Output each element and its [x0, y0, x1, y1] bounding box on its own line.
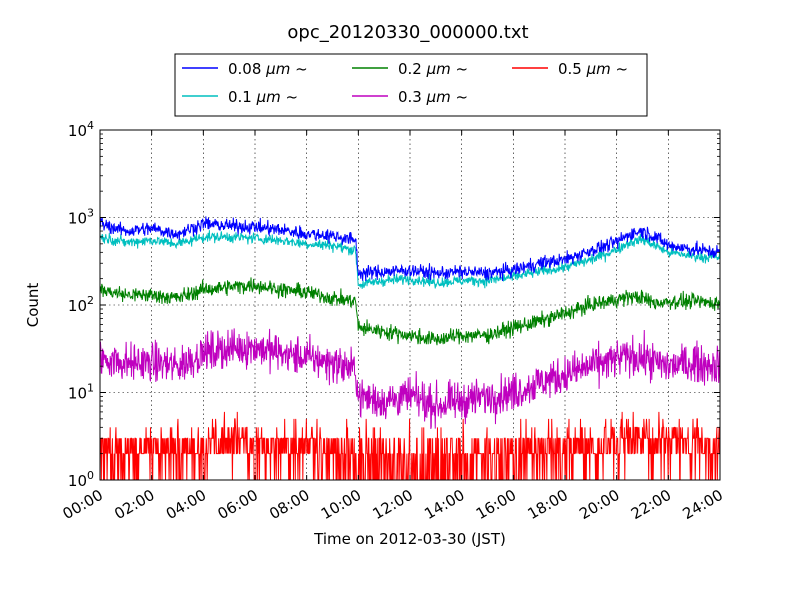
legend-label-0.3: 0.3 μm ~	[398, 88, 468, 106]
series-line-0.5	[100, 411, 720, 480]
legend-box	[174, 53, 648, 117]
series-line-0.08	[100, 216, 720, 281]
legend-label-0.1: 0.1 μm ~	[228, 88, 298, 106]
y-tick-label: 100	[68, 469, 94, 490]
series-line-0.2	[100, 277, 720, 346]
legend-label-0.2: 0.2 μm ~	[398, 60, 468, 78]
legend-label-0.08: 0.08 μm ~	[228, 60, 308, 78]
series-line-0.3	[100, 328, 720, 429]
y-tick-label: 101	[68, 382, 94, 403]
legend: 0.08 μm ~ 0.1 μm ~ 0.2 μm ~ 0.3 μm ~ 0.5 μm …	[174, 53, 648, 117]
y-tick-label: 102	[68, 294, 94, 315]
x-axis-label: Time on 2012-03-30 (JST)	[313, 530, 506, 548]
legend-label-0.5: 0.5 μm ~	[558, 60, 628, 78]
y-tick-label: 103	[68, 207, 94, 228]
chart-title: opc_20120330_000000.txt	[287, 22, 528, 43]
y-tick-label: 104	[68, 119, 94, 140]
y-axis-label: Count	[24, 283, 42, 328]
series-layer	[100, 216, 720, 480]
